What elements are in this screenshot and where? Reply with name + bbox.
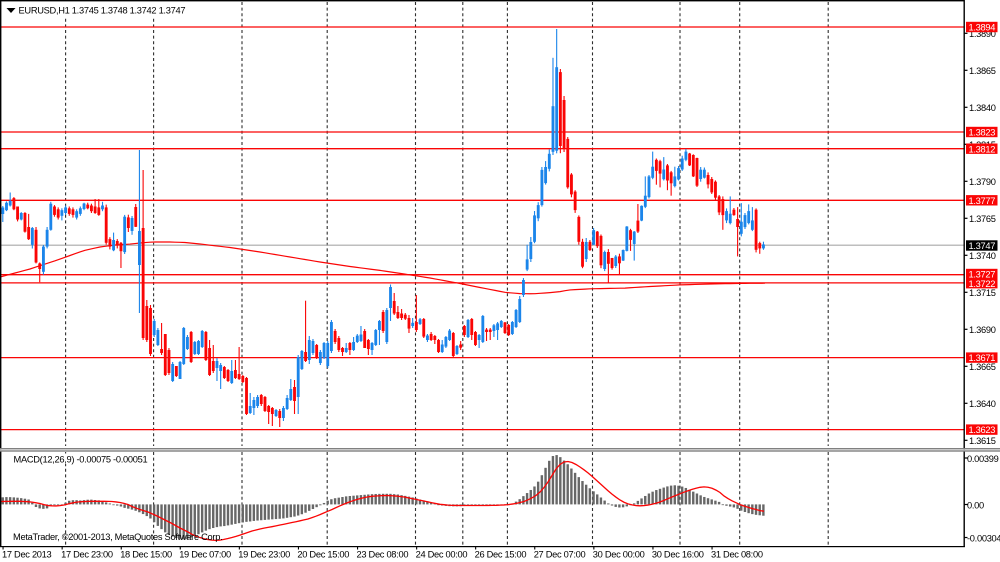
svg-text:1.3812: 1.3812 [969, 144, 996, 154]
svg-text:EURUSD,H1 1.3745 1.3748 1.374: EURUSD,H1 1.3745 1.3748 1.3742 1.3747 [19, 5, 186, 15]
svg-text:1.3890: 1.3890 [969, 29, 996, 39]
svg-text:27 Dec 07:00: 27 Dec 07:00 [534, 550, 586, 560]
svg-text:MACD(12,26,9) -0.00075 -0.0005: MACD(12,26,9) -0.00075 -0.00051 [14, 454, 148, 464]
svg-text:1.3740: 1.3740 [969, 251, 996, 261]
svg-text:19 Dec 07:00: 19 Dec 07:00 [179, 550, 231, 560]
svg-text:1.3615: 1.3615 [969, 436, 996, 446]
svg-text:1.3715: 1.3715 [969, 288, 996, 298]
svg-text:18 Dec 15:00: 18 Dec 15:00 [120, 550, 172, 560]
svg-text:23 Dec 08:00: 23 Dec 08:00 [357, 550, 409, 560]
svg-text:1.3747: 1.3747 [969, 241, 996, 251]
svg-text:-0.00304: -0.00304 [967, 533, 1000, 543]
svg-text:1.3665: 1.3665 [969, 362, 996, 372]
svg-text:19 Dec 23:00: 19 Dec 23:00 [238, 550, 290, 560]
svg-text:20 Dec 15:00: 20 Dec 15:00 [297, 550, 349, 560]
svg-text:1.3790: 1.3790 [969, 177, 996, 187]
svg-text:26 Dec 15:00: 26 Dec 15:00 [475, 550, 527, 560]
svg-text:1.3623: 1.3623 [969, 425, 996, 435]
svg-text:1.3840: 1.3840 [969, 103, 996, 113]
svg-text:1.3765: 1.3765 [969, 214, 996, 224]
svg-text:31 Dec 08:00: 31 Dec 08:00 [711, 550, 763, 560]
svg-text:1.3727: 1.3727 [969, 270, 996, 280]
svg-text:1.3640: 1.3640 [969, 399, 996, 409]
svg-text:24 Dec 00:00: 24 Dec 00:00 [416, 550, 468, 560]
svg-text:1.3823: 1.3823 [969, 128, 996, 138]
svg-text:1.3722: 1.3722 [969, 279, 996, 289]
svg-text:1.3671: 1.3671 [969, 353, 996, 363]
svg-text:0.00399: 0.00399 [967, 454, 999, 464]
svg-text:MetaTrader, ©2001-2013, MetaQu: MetaTrader, ©2001-2013, MetaQuotes Softw… [13, 532, 222, 542]
svg-text:30 Dec 00:00: 30 Dec 00:00 [593, 550, 645, 560]
svg-text:1.3690: 1.3690 [969, 325, 996, 335]
svg-text:1.3777: 1.3777 [969, 196, 996, 206]
svg-text:1.3894: 1.3894 [969, 23, 996, 33]
svg-text:17 Dec 23:00: 17 Dec 23:00 [61, 550, 113, 560]
svg-text:1.3865: 1.3865 [969, 66, 996, 76]
svg-text:30 Dec 16:00: 30 Dec 16:00 [652, 550, 704, 560]
svg-text:17 Dec 2013: 17 Dec 2013 [2, 550, 52, 560]
svg-text:0.00: 0.00 [967, 500, 984, 510]
